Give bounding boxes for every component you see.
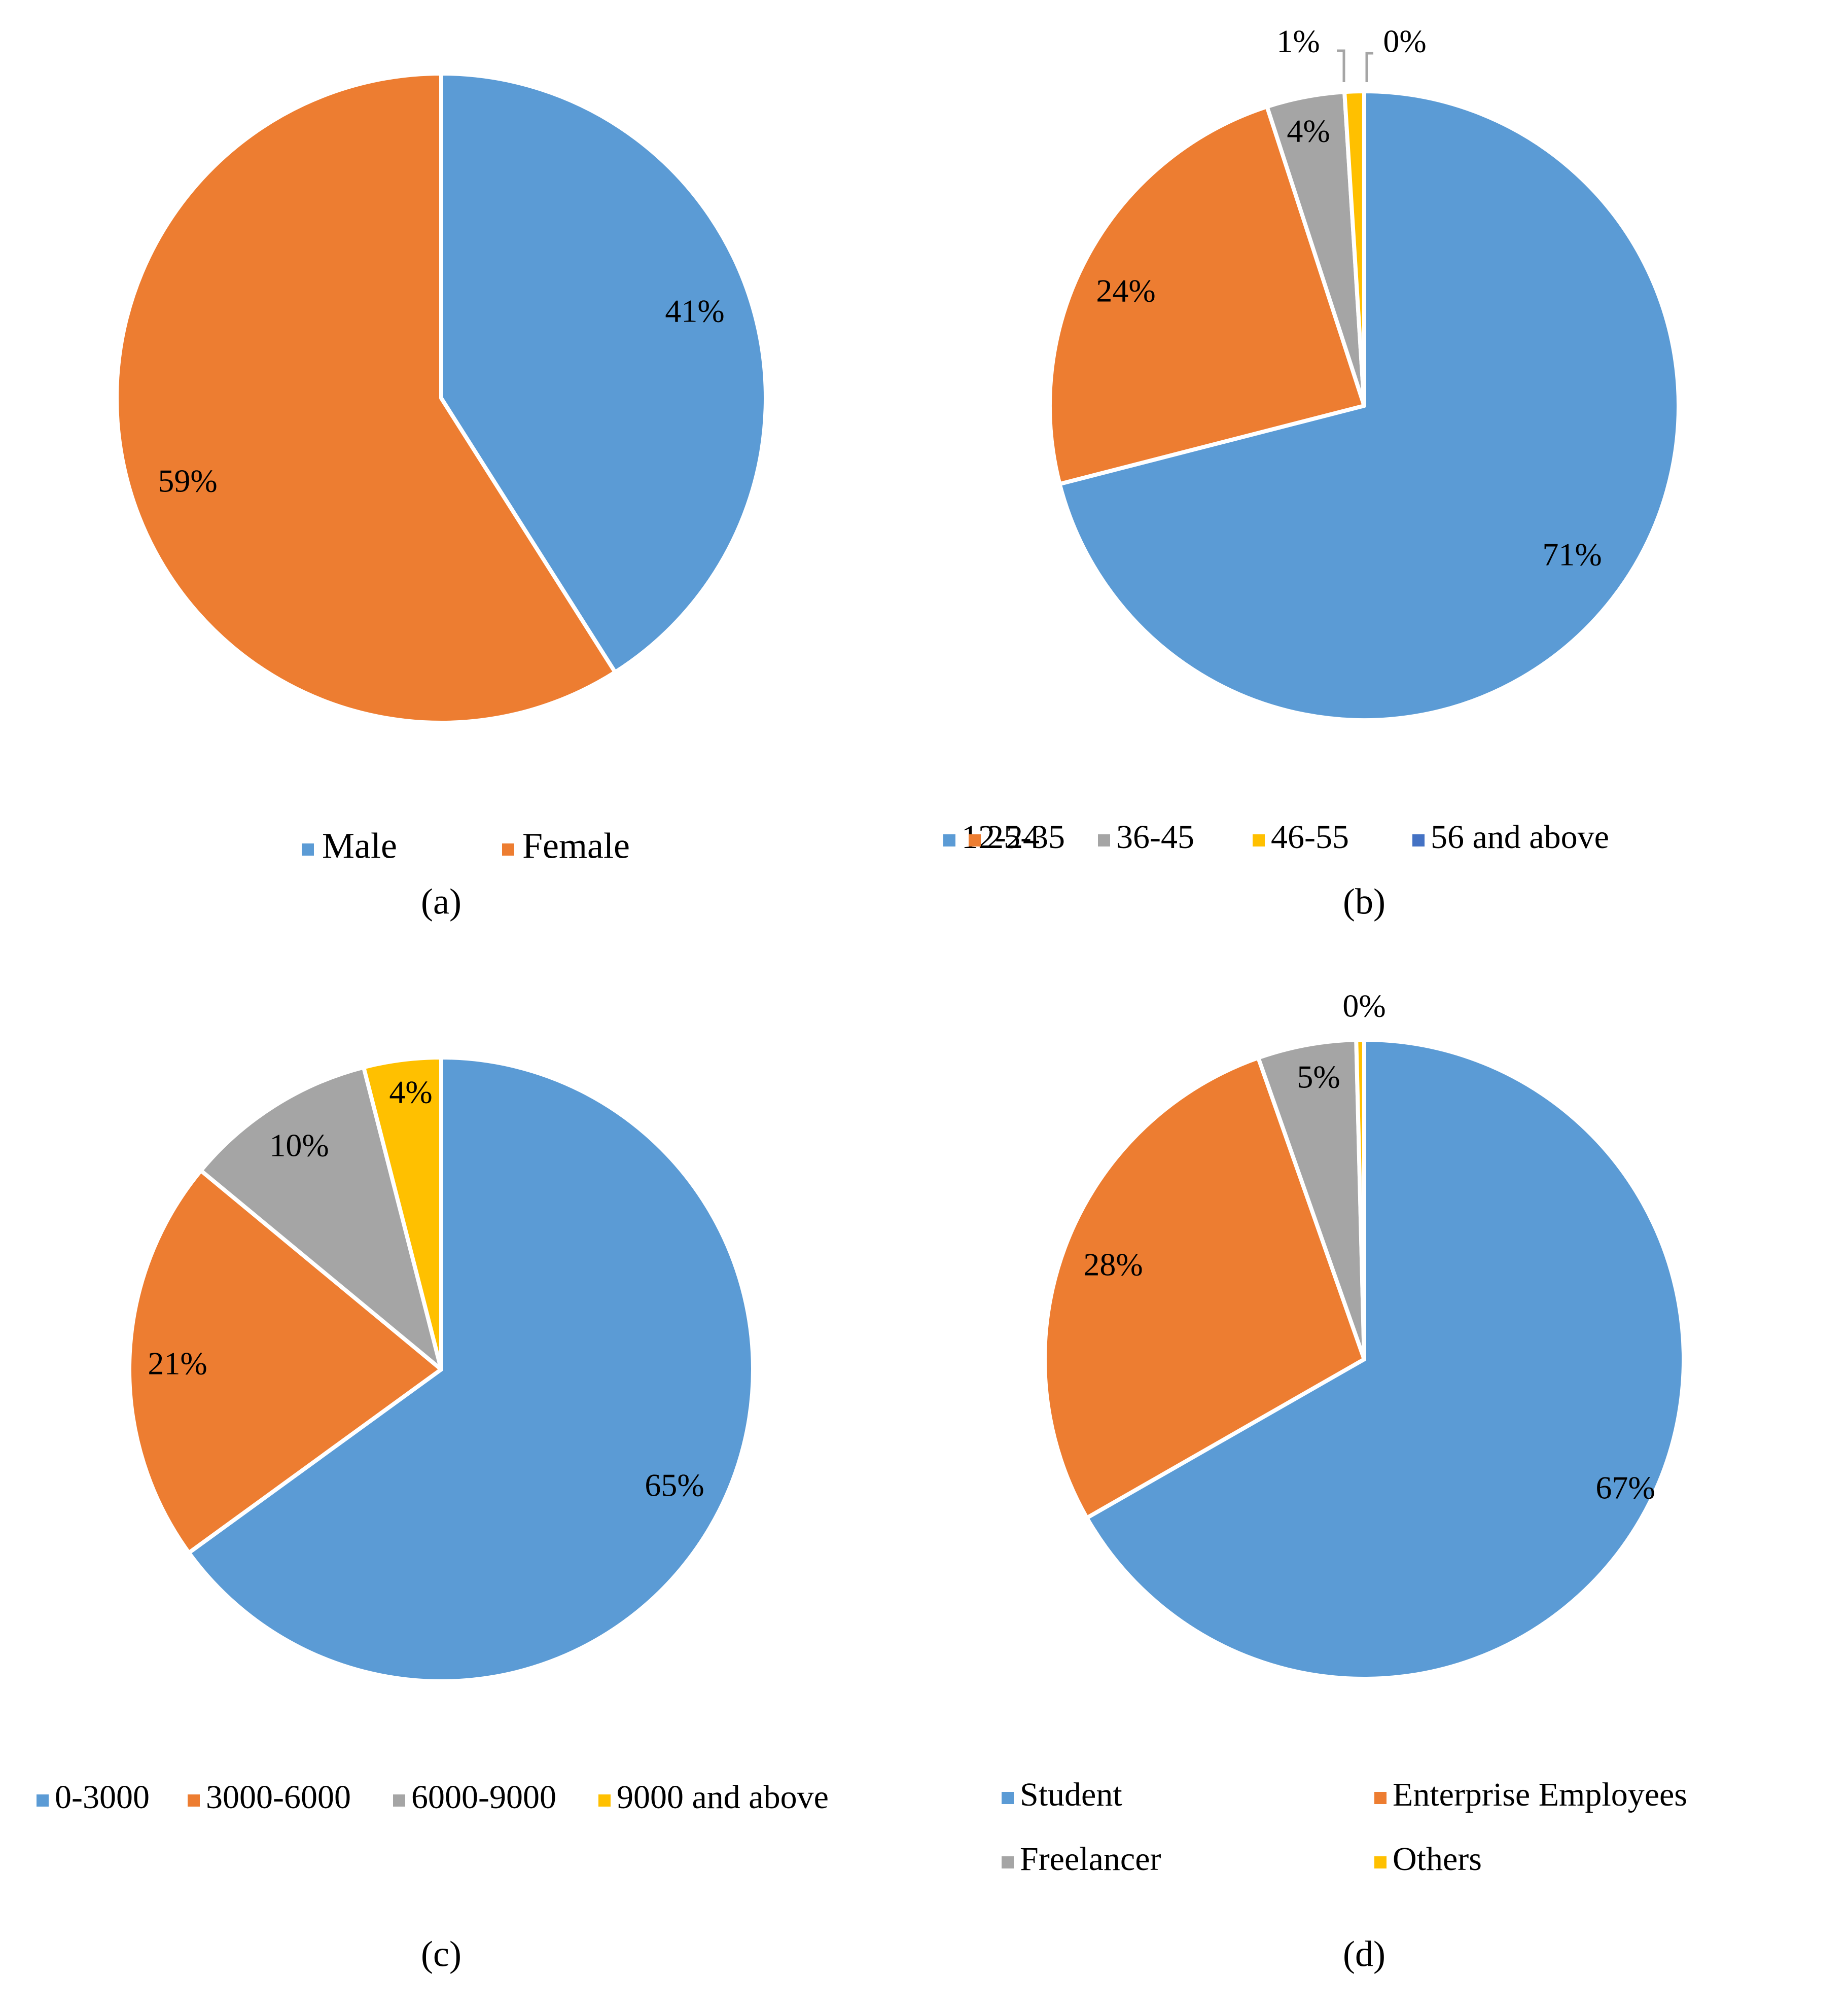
panel-c: 65% 21% 10% 4% 0-3000 3000-6000 6000-9000 9000 … xyxy=(37,1055,829,1974)
legend-label: Student xyxy=(1020,1776,1122,1813)
pie-slice-3000-6000 xyxy=(127,1168,443,1555)
legend-label: 3000-6000 xyxy=(206,1779,351,1816)
legend-swatch xyxy=(1253,834,1265,846)
legend-label: 6000-9000 xyxy=(411,1779,556,1816)
data-label: 65% xyxy=(645,1467,704,1503)
pie-slice-12-24 xyxy=(1057,89,1681,722)
pie-slice-0-3000 xyxy=(187,1055,755,1683)
data-label: 4% xyxy=(1287,113,1330,149)
data-label: 71% xyxy=(1542,537,1602,573)
legend-swatch xyxy=(37,1794,49,1807)
legend-label: 46-55 xyxy=(1271,819,1349,856)
pie-slice-46-55 xyxy=(1342,89,1366,408)
data-label: 0% xyxy=(1342,988,1385,1024)
legend-label: 36-45 xyxy=(1116,819,1194,856)
pie-slice-enterprise-employees xyxy=(1043,1055,1366,1520)
legend-swatch xyxy=(1002,1856,1014,1868)
legend-swatch xyxy=(188,1794,200,1807)
legend-swatch xyxy=(969,834,981,846)
legend-swatch xyxy=(302,843,314,856)
legend-label: Others xyxy=(1393,1841,1482,1878)
legend-label: 9000 and above xyxy=(617,1779,829,1816)
data-label: 28% xyxy=(1083,1247,1143,1283)
data-label: 21% xyxy=(148,1346,207,1382)
data-label: 1% xyxy=(1276,23,1320,59)
legend-swatch xyxy=(598,1794,611,1807)
legend-label: 25-35 xyxy=(987,819,1065,856)
data-label: 41% xyxy=(665,293,724,329)
panel-a: 41% 59% Male Female (a) xyxy=(115,72,768,922)
legend-label: Freelancer xyxy=(1020,1841,1161,1878)
legend-swatch xyxy=(943,834,955,846)
panel-caption: (a) xyxy=(421,881,461,922)
legend-swatch xyxy=(393,1794,405,1807)
legend-label: 0-3000 xyxy=(55,1779,150,1816)
pie-slice-student xyxy=(1085,1038,1686,1681)
pie-slice-25-35 xyxy=(1048,104,1366,486)
panel-d: 67% 28% 5%0% Student Enterprise Employees Fre… xyxy=(1002,988,1687,1974)
legend-swatch xyxy=(1412,834,1425,846)
pie-slice-freelancer xyxy=(1256,1038,1366,1361)
data-label: 4% xyxy=(389,1074,432,1110)
panel-caption: (b) xyxy=(1343,881,1385,922)
pie-slice-female xyxy=(115,72,617,725)
legend-label: Enterprise Employees xyxy=(1393,1776,1687,1813)
pie-slice-9000-and-above xyxy=(362,1055,443,1371)
data-label: 67% xyxy=(1595,1470,1655,1506)
legend-swatch xyxy=(1374,1792,1387,1804)
legend-label: 56 and above xyxy=(1431,819,1609,856)
leader-line xyxy=(1337,49,1345,82)
leader-line xyxy=(1365,52,1373,82)
legend-label: Male xyxy=(322,826,397,866)
data-label: 10% xyxy=(269,1127,329,1163)
data-label: 5% xyxy=(1297,1059,1340,1095)
data-label: 59% xyxy=(158,463,217,499)
data-label: 24% xyxy=(1096,273,1155,309)
legend-swatch xyxy=(502,843,514,856)
legend-swatch xyxy=(1002,1792,1014,1804)
data-label: 0% xyxy=(1383,23,1426,59)
panel-caption: (c) xyxy=(421,1934,461,1974)
pie-slice-others xyxy=(1354,1038,1366,1361)
legend-swatch xyxy=(1374,1856,1387,1868)
legend-swatch xyxy=(1098,834,1110,846)
legend-label: Female xyxy=(522,826,630,866)
panel-caption: (d) xyxy=(1343,1934,1385,1974)
